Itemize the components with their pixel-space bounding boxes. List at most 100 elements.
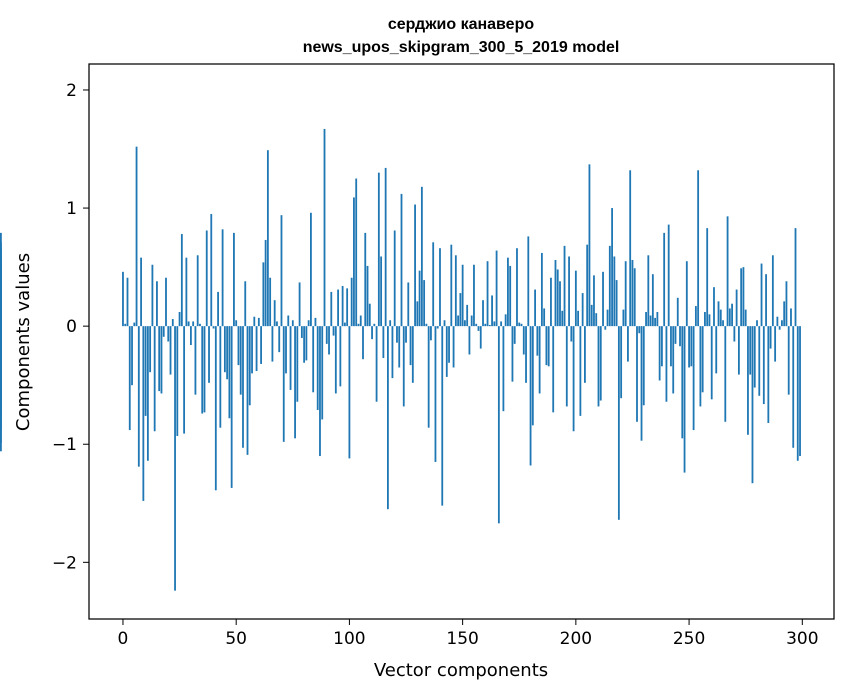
bar — [246, 326, 249, 455]
bar — [497, 326, 500, 524]
bar — [303, 326, 306, 363]
bar — [382, 326, 385, 359]
bar — [475, 323, 478, 327]
bar — [253, 316, 256, 327]
bar — [665, 326, 668, 402]
bars-group — [0, 128, 801, 591]
bar — [706, 228, 709, 327]
bar — [158, 326, 161, 392]
bar — [688, 326, 690, 368]
bar — [613, 256, 616, 327]
bar — [581, 293, 584, 327]
bar — [296, 326, 299, 402]
bar — [325, 326, 328, 344]
bar — [126, 277, 129, 327]
bar — [769, 326, 772, 349]
bar — [742, 267, 745, 327]
bar — [672, 326, 675, 394]
bar — [606, 309, 609, 327]
bar — [122, 271, 124, 327]
bar — [559, 281, 561, 327]
bar — [588, 164, 591, 327]
bar — [604, 326, 607, 330]
bar — [239, 326, 242, 395]
bar — [799, 326, 801, 457]
bar — [642, 326, 645, 406]
bar — [389, 320, 392, 327]
bar — [747, 326, 749, 435]
bar — [257, 317, 260, 327]
bar — [522, 326, 525, 355]
bar — [255, 326, 258, 372]
bar — [328, 326, 330, 355]
bar — [561, 310, 564, 327]
bar — [357, 323, 360, 327]
bar — [663, 232, 666, 327]
bar — [398, 326, 401, 368]
bar — [776, 316, 779, 327]
bar — [294, 326, 296, 439]
x-tick-label: 250 — [673, 629, 705, 649]
bar — [507, 257, 509, 327]
bar — [248, 326, 251, 406]
bar — [156, 281, 158, 327]
bar — [269, 277, 272, 327]
bar — [165, 277, 167, 327]
bar — [536, 326, 539, 356]
bar — [719, 309, 722, 327]
bar — [502, 326, 505, 412]
bar — [645, 311, 647, 327]
bar — [316, 326, 319, 410]
bar — [310, 212, 312, 327]
bar — [697, 170, 700, 327]
bar — [737, 326, 740, 375]
bar — [509, 265, 512, 327]
bar — [210, 213, 213, 327]
bar — [681, 326, 684, 439]
bar — [520, 323, 523, 327]
bar — [423, 280, 426, 327]
bar — [416, 301, 419, 327]
bar — [704, 311, 706, 327]
bar — [656, 311, 659, 327]
bar — [312, 326, 315, 393]
bar — [622, 309, 625, 327]
bar — [701, 326, 704, 393]
bar — [760, 263, 763, 327]
bar — [334, 326, 337, 394]
bar — [420, 186, 423, 327]
bar — [262, 262, 265, 327]
bar — [781, 320, 783, 327]
bar — [785, 281, 788, 327]
bar — [756, 320, 758, 327]
bar — [518, 322, 521, 327]
bar — [620, 326, 623, 399]
bar — [140, 257, 142, 327]
bar — [733, 326, 736, 342]
bar — [493, 321, 496, 327]
bar — [149, 326, 152, 373]
bar — [366, 265, 369, 327]
bar — [235, 320, 238, 327]
bar — [192, 321, 195, 327]
bar — [629, 170, 632, 327]
bar — [590, 304, 593, 327]
bar — [699, 326, 702, 407]
bar — [611, 208, 613, 327]
bar — [178, 311, 181, 327]
bar — [212, 326, 215, 329]
bar — [563, 245, 566, 327]
bar — [731, 303, 733, 327]
bar — [337, 289, 339, 327]
bar — [300, 326, 303, 338]
bar — [414, 204, 416, 327]
bar — [391, 326, 394, 379]
bar — [454, 255, 457, 327]
x-tick-label: 100 — [333, 629, 365, 649]
x-axis-label: Vector components — [374, 660, 548, 681]
bar — [271, 326, 274, 362]
bar — [792, 326, 795, 448]
bar — [534, 289, 536, 327]
bar — [463, 320, 466, 327]
